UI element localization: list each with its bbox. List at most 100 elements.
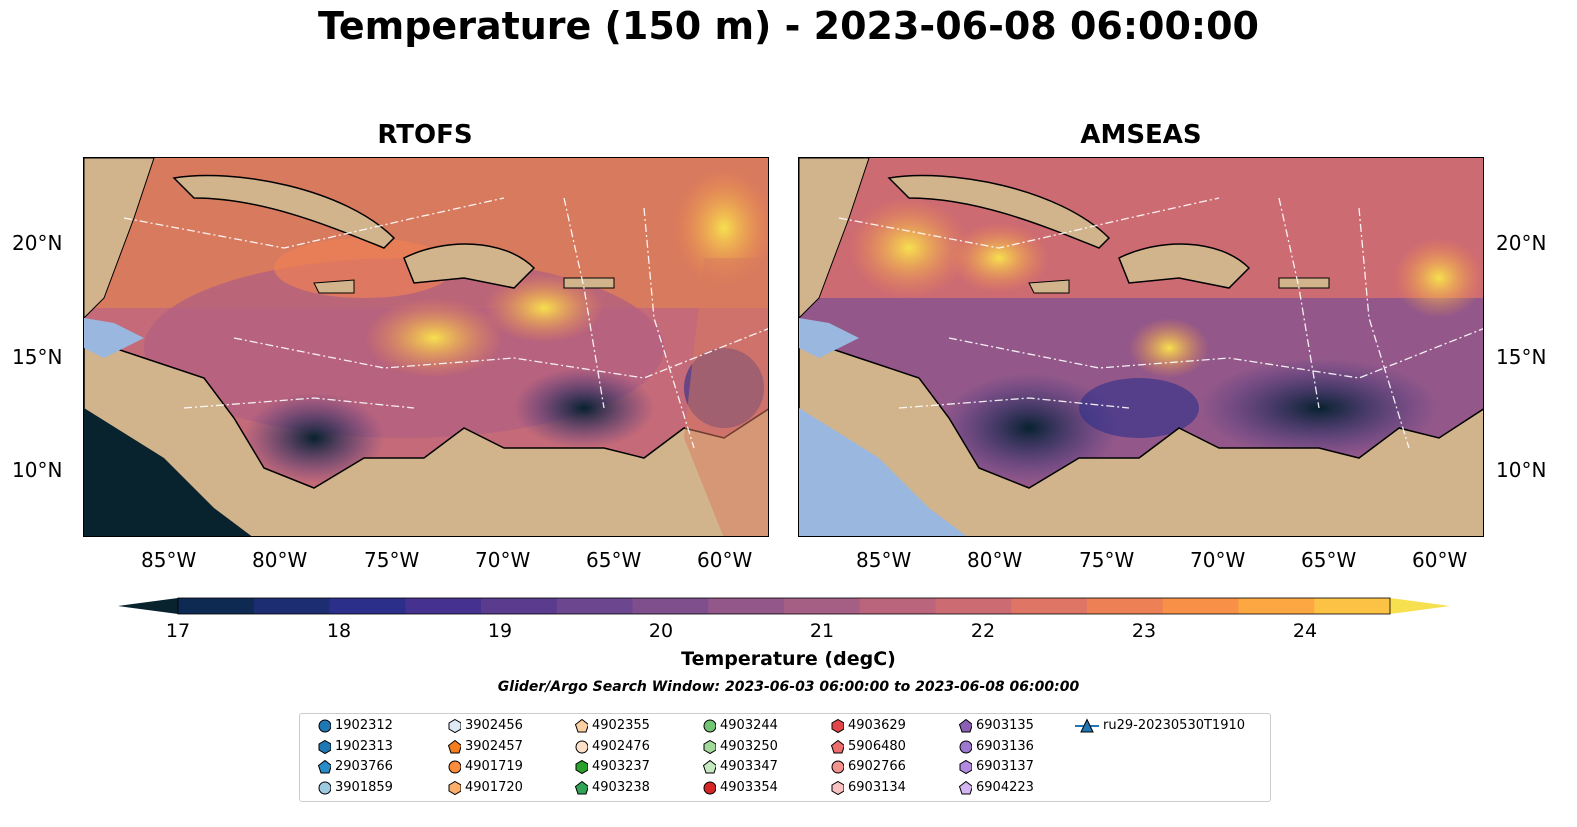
colorbar-tick-label: 18 [326, 620, 352, 642]
search-window-text: Glider/Argo Search Window: 2023-06-03 06… [497, 679, 1080, 695]
lat-tick-15n-right: 15°N [1496, 345, 1547, 369]
legend-item-label: 3902456 [465, 718, 523, 733]
colorbar-segment [178, 598, 255, 614]
colorbar-segment [253, 598, 330, 614]
colorbar [118, 597, 1450, 615]
map-panel-amseas [798, 157, 1484, 537]
colorbar-segment [329, 598, 406, 614]
colorbar-segment [859, 598, 936, 614]
legend-item-label: 4903237 [592, 759, 650, 774]
pentagon-marker-icon [574, 718, 588, 733]
circle-marker-icon [703, 719, 716, 733]
colorbar-segment [1314, 598, 1391, 614]
colorbar-tick-label: 17 [165, 620, 191, 642]
lat-tick-10n-right: 10°N [1496, 458, 1547, 482]
hexagon-marker-icon [448, 780, 461, 795]
pentagon-marker-icon [958, 718, 972, 733]
hexagon-marker-icon [575, 759, 588, 775]
panel-title-rtofs: RTOFS [377, 120, 473, 150]
legend-item-label: 4903347 [720, 759, 778, 774]
legend-item-label: 1902313 [335, 738, 393, 754]
colorbar-tick-label: 23 [1131, 620, 1157, 642]
lat-tick-20n-left: 20°N [12, 231, 63, 255]
pentagon-marker-icon [702, 759, 716, 774]
hexagon-marker-icon [831, 718, 844, 734]
legend-item-label: 4903250 [720, 738, 778, 754]
colorbar-tick-label: 22 [970, 620, 996, 642]
lon-tick-85w-right: 85°W [856, 548, 912, 572]
colorbar-segment [1162, 598, 1239, 614]
temperature-field-rtofs [84, 158, 768, 536]
lon-tick-70w-left: 70°W [475, 548, 531, 572]
hexagon-marker-icon [448, 718, 461, 734]
figure-title: Temperature (150 m) - 2023-06-08 06:00:0… [317, 4, 1259, 48]
pentagon-marker-icon [958, 780, 972, 794]
colorbar-segment [1011, 598, 1088, 614]
colorbar-segment [1087, 598, 1164, 614]
legend-item-label: 3901859 [335, 779, 393, 795]
circle-marker-icon [959, 740, 972, 753]
circle-marker-icon [575, 740, 588, 753]
colorbar-segment [784, 598, 861, 614]
lon-tick-85w-left: 85°W [141, 548, 197, 572]
legend-item-label: 4902355 [592, 718, 650, 733]
circle-marker-icon [318, 781, 331, 794]
legend-item-label: 6903134 [848, 779, 906, 795]
hexagon-marker-icon [318, 739, 331, 754]
lon-tick-60w-right: 60°W [1412, 548, 1468, 572]
legend-item-label: 1902312 [335, 718, 393, 733]
colorbar-extend-max [1390, 598, 1450, 614]
circle-marker-icon [318, 719, 331, 733]
lon-tick-80w-left: 80°W [252, 548, 308, 572]
colorbar-segment [405, 598, 482, 614]
hexagon-marker-icon [831, 780, 844, 795]
colorbar-tick-label: 20 [648, 620, 674, 642]
lon-tick-70w-right: 70°W [1190, 548, 1246, 572]
legend-item-label: 4901719 [465, 759, 523, 774]
colorbar-extend-min [118, 598, 178, 614]
legend-item-label: 6902766 [848, 759, 906, 774]
lon-tick-65w-right: 65°W [1301, 548, 1357, 572]
legend-item-label: 4902476 [592, 738, 650, 754]
lon-tick-75w-left: 75°W [364, 548, 420, 572]
legend-item-label: 4903244 [720, 718, 778, 733]
legend-item-label: 4903354 [720, 779, 778, 795]
colorbar-tick-label: 21 [809, 620, 835, 642]
lat-tick-20n-right: 20°N [1496, 231, 1547, 255]
colorbar-segment [556, 598, 633, 614]
colorbar-label: Temperature (degC) [681, 648, 896, 670]
colorbar-segment [935, 598, 1012, 614]
legend-item-label: 6904223 [976, 779, 1034, 795]
legend-item-label: 6903137 [976, 759, 1034, 774]
colorbar-segments [178, 598, 1391, 614]
pentagon-marker-icon [574, 780, 588, 794]
legend-item-label: 6903135 [976, 718, 1034, 733]
hexagon-marker-icon [703, 739, 716, 754]
lon-tick-60w-left: 60°W [697, 548, 753, 572]
lon-tick-65w-left: 65°W [586, 548, 642, 572]
lat-tick-15n-left: 15°N [12, 345, 63, 369]
triangle-line-marker-icon [1075, 718, 1099, 733]
colorbar-segment [632, 598, 709, 614]
colorbar-tick-label: 24 [1292, 620, 1318, 642]
lat-tick-10n-left: 10°N [12, 458, 63, 482]
circle-marker-icon [448, 760, 461, 774]
colorbar-tick-label: 19 [487, 620, 513, 642]
pentagon-marker-icon [317, 759, 331, 774]
pentagon-marker-icon [447, 739, 461, 753]
pentagon-marker-icon [830, 739, 844, 753]
circle-marker-icon [703, 781, 716, 794]
legend-item-label: 5906480 [848, 738, 906, 754]
legend-item-label: ru29-20230530T1910 [1103, 718, 1246, 733]
lon-tick-80w-right: 80°W [967, 548, 1023, 572]
circle-marker-icon [831, 760, 844, 774]
legend-item-label: 6903136 [976, 738, 1034, 754]
legend-item-label: 4903629 [848, 718, 906, 733]
legend-item-label: 2903766 [335, 759, 393, 774]
lon-tick-75w-right: 75°W [1079, 548, 1135, 572]
map-panel-rtofs [83, 157, 769, 537]
legend-item-label: 4901720 [465, 779, 523, 795]
colorbar-segment [708, 598, 785, 614]
legend-item-label: 3902457 [465, 738, 523, 754]
legend-item-label: 4903238 [592, 779, 650, 795]
